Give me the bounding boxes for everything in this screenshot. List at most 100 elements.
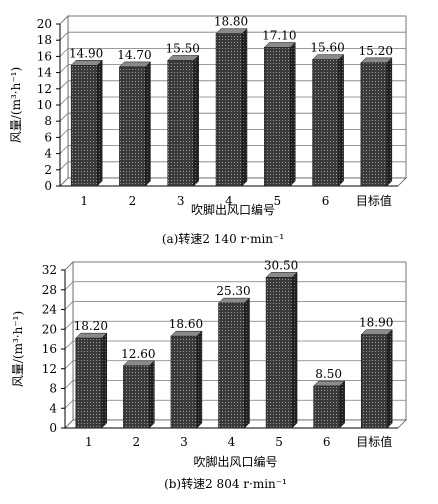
x-tick-label: 4 [225, 194, 233, 208]
gridline-side [64, 399, 74, 409]
y-tick-label: 16 [42, 342, 57, 356]
gridline-side [59, 31, 69, 41]
data-label: 18.90 [359, 316, 393, 330]
x-tick-label: 3 [177, 194, 185, 208]
data-label: 15.50 [166, 41, 200, 55]
x-tick-label: 5 [275, 435, 283, 449]
y-tick-label: 24 [42, 303, 58, 317]
bar [167, 60, 194, 187]
y-tick-label: 10 [37, 98, 52, 112]
bar-side [149, 360, 155, 429]
bar-top [311, 54, 345, 60]
bar [123, 365, 150, 429]
x-tick-label: 1 [85, 435, 93, 449]
x-tick-label: 2 [129, 194, 137, 208]
gridline-side [59, 80, 69, 90]
y-tick-label: 4 [44, 147, 52, 161]
y-axis-title: 风量/(m³·h⁻¹) [11, 311, 25, 387]
gridline-side [64, 261, 74, 271]
data-label: 14.90 [69, 46, 103, 60]
bar-side [386, 57, 393, 187]
data-label: 15.20 [359, 44, 393, 58]
bar-top [118, 61, 152, 68]
gridline-side [64, 281, 74, 291]
data-label: 18.60 [169, 317, 203, 331]
x-tick-label: 1 [80, 194, 88, 208]
y-tick-label: 0 [49, 421, 57, 435]
bar [360, 62, 388, 187]
bar-top [360, 57, 393, 64]
bar-side [193, 54, 199, 187]
data-label: 30.50 [264, 258, 298, 272]
data-label: 15.60 [310, 41, 344, 55]
y-tick-label: 2 [44, 163, 52, 177]
data-label: 25.30 [216, 284, 250, 298]
bar [264, 47, 291, 187]
bar [75, 337, 103, 429]
bar [265, 277, 293, 429]
bar [119, 66, 146, 187]
data-label: 8.50 [315, 367, 342, 381]
bar-side [96, 59, 103, 187]
chart-b: 0 4 8 12 16 20 24 28 32 18.20 1 12.60 2 18.60 3 25.30 4 3… [11, 258, 407, 491]
gridline-side [64, 340, 74, 350]
y-tick-label: 20 [37, 17, 52, 31]
gridline-side [64, 360, 74, 370]
x-tick-label: 6 [322, 194, 330, 208]
gridline-side [64, 320, 74, 330]
gridline-side [59, 145, 69, 154]
y-axis-title: 风量/(m³·h⁻¹) [9, 67, 23, 143]
x-tick-label: 6 [323, 435, 331, 449]
bar-side [244, 297, 250, 429]
bar-side [241, 28, 248, 187]
gridline-side [64, 380, 74, 389]
y-tick-label: 6 [44, 130, 52, 144]
gridline-side [59, 96, 69, 106]
y-tick-label: 32 [42, 263, 57, 277]
gridline-side [59, 129, 69, 138]
data-label: 14.70 [117, 48, 151, 62]
x-axis-title: 吹脚出风口编号 [193, 454, 277, 469]
bar-top [263, 42, 296, 48]
bar-top [70, 60, 103, 66]
bar-top [167, 55, 200, 61]
y-tick-label: 12 [37, 82, 52, 96]
y-tick-label: 18 [37, 33, 52, 47]
x-tick-label: 3 [180, 435, 188, 449]
bar-side [338, 54, 344, 187]
bar [218, 302, 245, 429]
bar-side [290, 41, 296, 187]
gridline-side [64, 301, 74, 310]
x-tick-label: 2 [133, 435, 141, 449]
bar-top [217, 297, 251, 304]
bar [313, 385, 340, 429]
x-tick-label: 5 [273, 194, 281, 208]
bar [360, 334, 388, 429]
bar-top [215, 28, 248, 34]
bar-top [75, 332, 108, 339]
chart-caption: (a)转速2 140 r·min⁻¹ [162, 231, 284, 246]
x-tick-label: 目标值 [356, 193, 392, 208]
gridline-side [59, 64, 69, 73]
bar-top [360, 329, 393, 335]
y-tick-label: 20 [42, 322, 57, 336]
bar-side [145, 61, 151, 187]
y-tick-label: 28 [42, 283, 57, 297]
bar-side [291, 271, 298, 429]
y-tick-label: 8 [49, 382, 57, 396]
x-tick-label: 4 [228, 435, 236, 449]
bar-top [313, 380, 346, 387]
chart-caption: (b)转速2 804 r·min⁻¹ [164, 476, 287, 491]
chart-a: 0 2 4 6 8 10 12 14 16 18 20 14.90 1 14.70 2 15.50 3 18.80… [9, 15, 407, 246]
y-tick-label: 14 [37, 66, 53, 80]
bar [215, 33, 243, 187]
bar-side [386, 329, 393, 429]
bar-top [170, 330, 203, 337]
data-label: 17.10 [262, 28, 296, 42]
data-label: 18.80 [214, 15, 248, 29]
data-label: 12.60 [121, 347, 155, 361]
x-axis-title: 吹脚出风口编号 [191, 202, 275, 217]
bar-side [196, 330, 203, 429]
